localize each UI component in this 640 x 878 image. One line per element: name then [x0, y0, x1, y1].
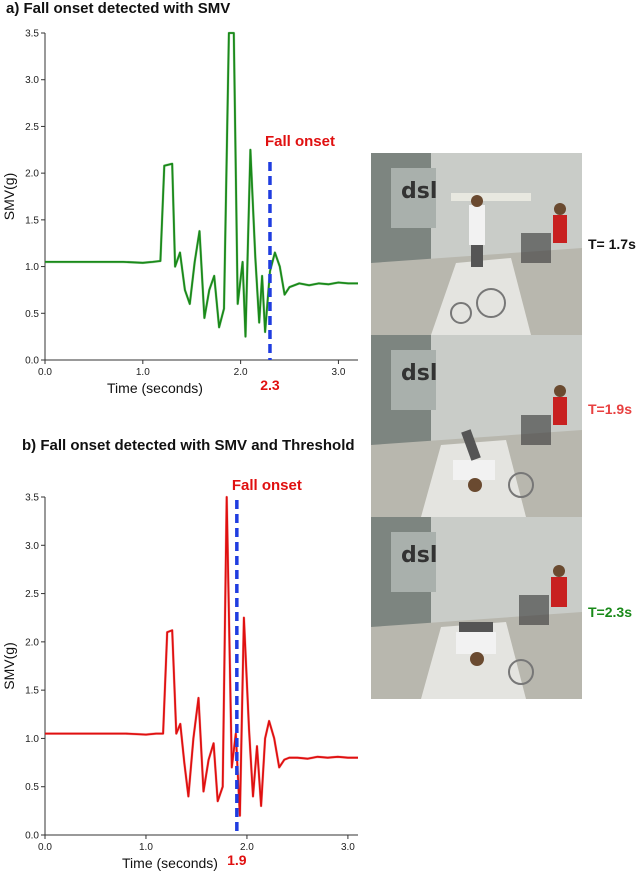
- chart-a-x-tick-label: 1.0: [136, 367, 150, 378]
- chart-b-y-tick-label: 3.0: [25, 541, 39, 552]
- chart-b-y-tick-label: 1.0: [25, 734, 39, 745]
- chart-b-y-tick-label: 0.5: [25, 782, 39, 793]
- frame-2-time-label: T=1.9s: [588, 401, 632, 417]
- chart-b-y-tick-label: 2.0: [25, 637, 39, 648]
- chart-b-x-tick-label: 3.0: [341, 842, 355, 853]
- chart-a-title: a) Fall onset detected with SMV: [6, 0, 231, 17]
- chart-a-y-tick-label: 2.0: [25, 169, 39, 180]
- chart-b-y-tick-label: 2.5: [25, 589, 39, 600]
- video-frame-3: dsl: [371, 517, 582, 699]
- chart-b-x-axis-title: Time (seconds): [122, 855, 218, 871]
- chart-a-x-axis-title: Time (seconds): [107, 380, 203, 396]
- svg-text:dsl: dsl: [401, 361, 437, 386]
- chart-b-x-tick-label: 0.0: [38, 842, 52, 853]
- chart-b-onset-value-label: 1.9: [227, 852, 247, 868]
- chart-b-title: b) Fall onset detected with SMV and Thre…: [22, 437, 355, 454]
- chart-a-y-tick-label: 3.0: [25, 75, 39, 86]
- video-frame-1: dsl: [371, 153, 582, 335]
- svg-text:dsl: dsl: [401, 543, 437, 568]
- chart-a: 0.0 0.5 1.0 1.5 2.0 2.5 3.0 3.5 0.0 1.0 2.0 3.0 Time…: [1, 29, 358, 396]
- chart-b-x-tick-label: 1.0: [139, 842, 153, 853]
- chart-b-y-tick-label: 1.5: [25, 686, 39, 697]
- frame-1-time-label: T= 1.7s: [588, 236, 636, 252]
- chart-a-fall-onset-annotation: Fall onset: [265, 133, 335, 150]
- chart-a-y-tick-label: 1.0: [25, 262, 39, 273]
- chart-b-y-tick-label: 0.0: [25, 831, 39, 842]
- chart-a-x-tick-label: 0.0: [38, 367, 52, 378]
- chart-b: 0.0 0.5 1.0 1.5 2.0 2.5 3.0 3.5 0.0 1.0 2.0 3.0 Time…: [1, 477, 358, 871]
- chart-a-onset-value-label: 2.3: [260, 377, 280, 393]
- chart-a-y-tick-label: 3.5: [25, 29, 39, 40]
- chart-a-x-tick-label: 2.0: [234, 367, 248, 378]
- video-frame-2: dsl: [371, 335, 582, 517]
- chart-a-y-tick-label: 0.5: [25, 309, 39, 320]
- chart-b-y-tick-label: 3.5: [25, 493, 39, 504]
- chart-b-fall-onset-annotation: Fall onset: [232, 477, 302, 494]
- chart-a-series-shadow: [45, 31, 358, 338]
- chart-a-y-tick-label: 0.0: [25, 356, 39, 367]
- frame-3-time-label: T=2.3s: [588, 604, 632, 620]
- chart-a-x-tick-label: 3.0: [331, 367, 345, 378]
- svg-text:dsl: dsl: [401, 179, 437, 204]
- chart-b-y-axis-title: SMV(g): [1, 642, 17, 689]
- chart-a-series-line: [45, 32, 358, 338]
- chart-b-x-tick-label: 2.0: [240, 842, 254, 853]
- chart-a-y-axis-title: SMV(g): [1, 173, 17, 220]
- chart-a-y-tick-label: 2.5: [25, 122, 39, 133]
- chart-b-series-line: [45, 496, 358, 817]
- chart-a-y-tick-label: 1.5: [25, 215, 39, 226]
